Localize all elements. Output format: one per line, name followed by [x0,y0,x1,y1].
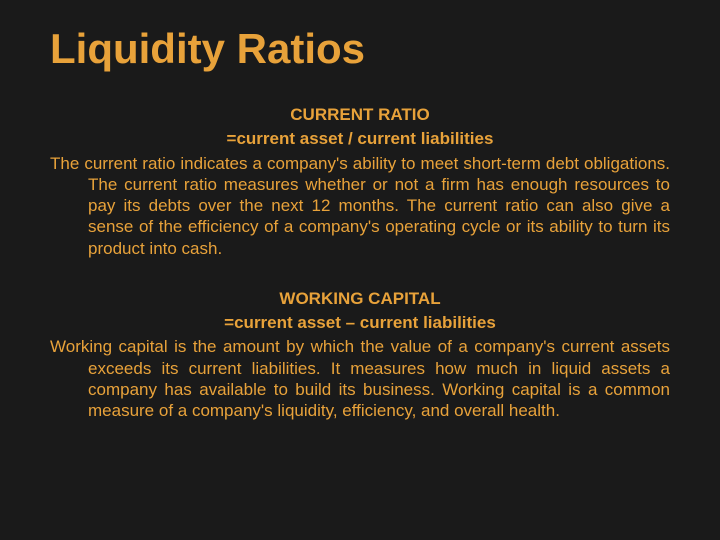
content-area: CURRENT RATIO =current asset / current l… [50,103,670,421]
section-formula: =current asset – current liabilities [50,311,670,335]
slide: Liquidity Ratios CURRENT RATIO =current … [0,0,720,540]
section-current-ratio: CURRENT RATIO =current asset / current l… [50,103,670,259]
section-formula: =current asset / current liabilities [50,127,670,151]
section-body: The current ratio indicates a company's … [50,153,670,259]
section-working-capital: WORKING CAPITAL =current asset – current… [50,287,670,422]
section-heading: CURRENT RATIO [50,103,670,127]
slide-title: Liquidity Ratios [50,25,670,73]
section-heading: WORKING CAPITAL [50,287,670,311]
section-body: Working capital is the amount by which t… [50,336,670,421]
